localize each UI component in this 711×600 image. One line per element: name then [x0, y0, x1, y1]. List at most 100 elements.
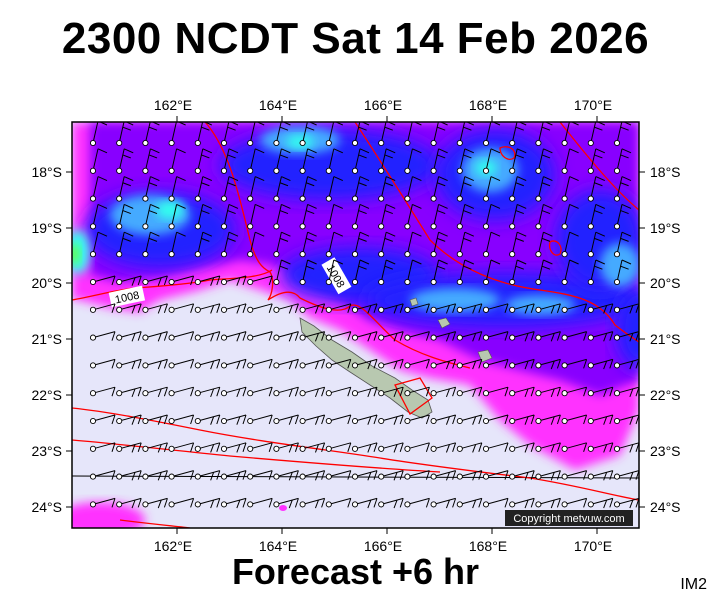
- wind-barb: [247, 148, 265, 174]
- wind-barb: [561, 470, 588, 480]
- wind-barb: [587, 386, 614, 398]
- wind-barb: [273, 303, 299, 314]
- wind-barb: [613, 148, 632, 174]
- wind-barb: [299, 358, 326, 370]
- wind-barb: [325, 386, 352, 397]
- image-id: IM2: [680, 576, 707, 593]
- wind-barb: [89, 331, 116, 341]
- wind-barb: [325, 259, 344, 286]
- wind-speed-shading: [72, 122, 639, 528]
- wind-barb: [430, 122, 448, 147]
- wind-barb: [404, 470, 430, 480]
- wind-barb: [220, 358, 247, 370]
- wind-barb: [168, 442, 195, 452]
- wind-barb: [613, 303, 639, 314]
- wind-barb: [325, 176, 344, 202]
- wind-barb: [482, 203, 501, 230]
- wind-barb: [220, 414, 247, 425]
- wind-barb: [535, 442, 561, 453]
- wind-barb: [220, 231, 239, 258]
- wind-barb: [535, 331, 561, 342]
- wind-barb: [509, 470, 535, 481]
- wind-barb: [168, 122, 186, 147]
- wind-barb: [299, 442, 326, 453]
- wind-barb: [351, 259, 370, 286]
- wind-barb: [168, 148, 186, 174]
- right-tick-19s: 19°S: [650, 220, 681, 236]
- wind-barb: [325, 122, 344, 147]
- wind-barb: [273, 176, 291, 202]
- wind-barb: [299, 470, 326, 481]
- wind-barb: [351, 497, 378, 509]
- left-tick-21s: 21°S: [31, 331, 62, 347]
- wind-barb: [482, 497, 509, 508]
- wind-barb: [220, 497, 247, 509]
- wind-barb: [247, 203, 265, 230]
- wind-barbs: [89, 122, 639, 509]
- wind-barb: [273, 442, 299, 453]
- wind-barb: [273, 386, 299, 398]
- wind-barb: [456, 442, 483, 453]
- wind-barb: [142, 231, 160, 258]
- wind-barb: [142, 303, 168, 314]
- wind-barb: [509, 303, 535, 314]
- wind-barb: [561, 331, 588, 341]
- bottom-tick-168: 168°E: [469, 538, 507, 554]
- wind-barb: [404, 386, 430, 397]
- wind-barb: [220, 122, 239, 147]
- wind-barb: [89, 303, 116, 313]
- wind-barb: [194, 303, 221, 314]
- wind-barb: [561, 203, 579, 230]
- wind-barb: [482, 358, 509, 369]
- wind-barb: [430, 303, 457, 314]
- wind-barb: [116, 203, 134, 230]
- wind-barb: [168, 331, 195, 341]
- wind-barb: [194, 386, 221, 398]
- wind-barb: [561, 386, 588, 397]
- wind-barb: [325, 358, 352, 369]
- wind-barb: [299, 386, 326, 398]
- wind-barb: [299, 176, 317, 202]
- wind-barb: [613, 259, 632, 286]
- left-tick-24s: 24°S: [31, 499, 62, 515]
- wind-barb: [587, 497, 614, 509]
- wind-barb: [482, 231, 501, 258]
- wind-barb: [509, 497, 535, 509]
- wind-barb: [325, 442, 352, 452]
- wind-barb: [587, 303, 614, 314]
- wind-barb: [89, 122, 108, 147]
- wind-barb: [351, 386, 378, 398]
- wind-barb: [378, 231, 396, 258]
- wind-barb: [482, 259, 501, 286]
- wind-barb: [613, 386, 639, 398]
- wind-barb: [430, 414, 457, 425]
- wind-barb: [378, 203, 396, 230]
- wind-barb: [299, 497, 326, 509]
- right-tick-23s: 23°S: [650, 443, 681, 459]
- wind-barb: [220, 386, 247, 398]
- plot-area: 1008 1008 Copyright metvuw.com: [72, 122, 639, 528]
- wind-barb: [561, 259, 579, 286]
- wind-barb: [482, 148, 501, 174]
- bottom-tick-170: 170°E: [574, 538, 612, 554]
- wind-barb: [299, 414, 326, 425]
- wind-barb: [142, 497, 168, 509]
- wind-barb: [509, 148, 527, 174]
- top-tick-170: 170°E: [574, 97, 612, 113]
- wind-barb: [247, 231, 265, 258]
- wind-barb: [194, 231, 213, 258]
- wind-barb: [220, 442, 247, 453]
- wind-barb: [325, 203, 344, 230]
- isobar-label-1: 1008: [108, 285, 146, 308]
- wind-barb: [116, 497, 142, 509]
- top-tick-162: 162°E: [154, 97, 192, 113]
- wind-barb: [378, 497, 404, 509]
- wind-barb: [561, 303, 588, 313]
- wind-barb: [247, 176, 265, 202]
- wind-barb: [168, 497, 195, 508]
- wind-barb: [456, 386, 483, 398]
- wind-barb: [220, 303, 247, 314]
- wind-barb: [587, 442, 614, 453]
- wind-barb: [299, 303, 326, 314]
- wind-barb: [509, 442, 535, 453]
